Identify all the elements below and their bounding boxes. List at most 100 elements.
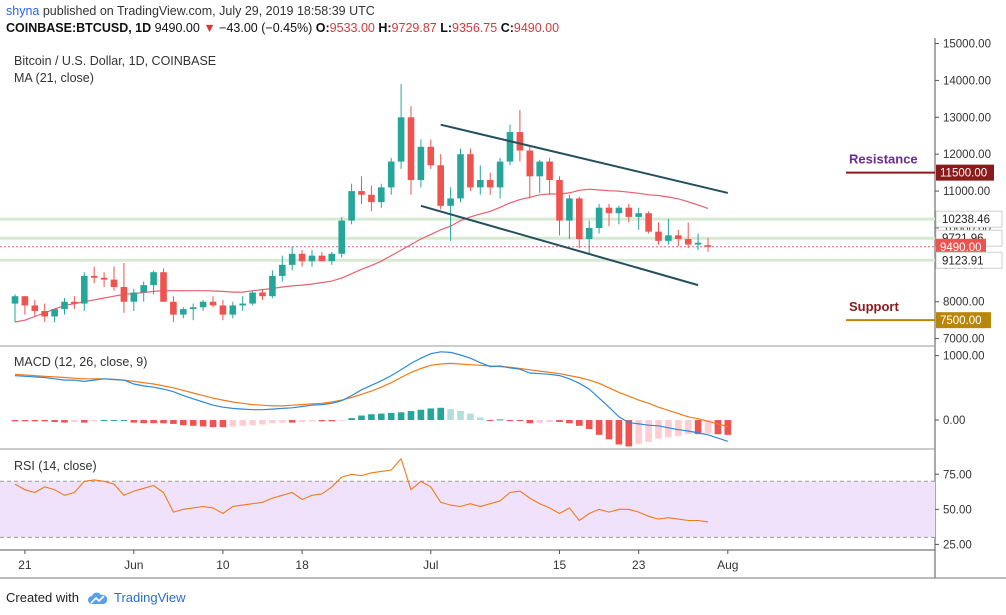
- candle-body: [516, 132, 524, 151]
- macd-histogram-bar: [110, 420, 118, 422]
- high-label: H:: [378, 21, 392, 35]
- macd-histogram-bar: [358, 415, 365, 421]
- candle-body: [645, 213, 652, 232]
- candle-body: [21, 296, 29, 306]
- macd-histogram-bar: [100, 420, 108, 422]
- candle-body: [288, 253, 296, 265]
- macd-histogram-bar: [576, 420, 583, 426]
- level-label-box: [935, 251, 1003, 269]
- macd-histogram-bar: [61, 420, 68, 423]
- macd-histogram-bar: [397, 412, 405, 421]
- tradingview-brand[interactable]: TradingView: [114, 590, 186, 605]
- macd-histogram-bar: [209, 420, 217, 428]
- macd-histogram-bar: [704, 420, 712, 434]
- macd-histogram-bar: [259, 420, 266, 425]
- y-tick-label: 12000.00: [943, 149, 991, 161]
- support-price-box: [936, 312, 991, 329]
- resistance-price-label: 11500.00: [940, 168, 987, 180]
- close-label: C:: [500, 21, 514, 35]
- macd-histogram-bar: [714, 420, 722, 435]
- rsi-y-tick-label: 25.00: [943, 539, 972, 551]
- candle-body: [51, 309, 58, 317]
- macd-histogram-bar: [71, 420, 78, 422]
- chart-canvas[interactable]: 7000.008000.009000.0010000.0011000.00120…: [0, 0, 1006, 588]
- price-change: −43.00 (−0.45%): [219, 21, 313, 35]
- candle-body: [655, 231, 662, 241]
- low-label: L:: [440, 21, 453, 35]
- rsi-y-tick-label: 50.00: [943, 504, 972, 516]
- x-tick-label: 23: [632, 558, 646, 572]
- candle-body: [417, 146, 425, 181]
- candle-body: [279, 264, 286, 276]
- candle-body: [100, 277, 108, 280]
- candle-body: [368, 194, 375, 203]
- candle-body: [31, 305, 39, 311]
- candle-body: [180, 309, 187, 315]
- close-value: 9490.00: [513, 21, 560, 35]
- macd-histogram-bar: [279, 420, 286, 423]
- candle-body: [348, 191, 355, 221]
- macd-histogram-bar: [447, 409, 454, 421]
- last-price-label: 9490.00: [940, 242, 982, 254]
- x-tick-label: Jul: [423, 558, 438, 572]
- macd-histogram-bar: [387, 412, 395, 421]
- trend-channel-line: [420, 204, 699, 287]
- footer: Created with TradingView: [6, 590, 186, 606]
- macd-histogram-bar: [417, 409, 425, 421]
- macd-title: MACD (12, 26, close, 9): [14, 355, 147, 369]
- macd-histogram-bar: [288, 420, 296, 423]
- candle-body: [298, 253, 306, 262]
- macd-line: [14, 351, 728, 442]
- macd-histogram-bar: [526, 420, 534, 424]
- candle-body: [209, 301, 217, 306]
- candle-body: [71, 301, 78, 304]
- y-tick-label: 7000.00: [943, 334, 985, 346]
- macd-histogram-bar: [219, 420, 227, 428]
- macd-histogram-bar: [655, 420, 662, 439]
- candle-body: [427, 146, 435, 166]
- macd-histogram-bar: [437, 407, 444, 421]
- candle-body: [358, 191, 365, 195]
- last-price-box: [936, 238, 986, 255]
- macd-histogram-bar: [477, 417, 484, 421]
- publish-line: shyna published on TradingView.com, July…: [6, 4, 375, 18]
- macd-histogram-bar: [427, 408, 435, 421]
- macd-histogram-bar: [595, 420, 603, 435]
- macd-histogram-bar: [249, 420, 256, 426]
- resistance-annotation: Resistance: [849, 152, 918, 167]
- macd-histogram-bar: [615, 420, 623, 445]
- macd-histogram-bar: [199, 420, 207, 427]
- support-price-label: 7500.00: [940, 315, 982, 327]
- macd-histogram-bar: [11, 420, 19, 422]
- macd-histogram-bar: [328, 420, 336, 422]
- main-chart-title: Bitcoin / U.S. Dollar, 1D, COINBASE: [14, 54, 216, 68]
- macd-histogram-bar: [150, 420, 157, 424]
- macd-histogram-bar: [21, 420, 29, 422]
- candle-body: [566, 198, 573, 221]
- ma-21-line: [14, 188, 709, 323]
- x-tick-label: 18: [295, 558, 309, 572]
- candle-body: [259, 292, 266, 297]
- candle-body: [556, 180, 563, 221]
- candle-body: [81, 275, 88, 304]
- candle-body: [615, 207, 623, 214]
- candle-body: [397, 117, 405, 162]
- created-with-text: Created with: [6, 590, 79, 605]
- candle-body: [477, 180, 484, 188]
- candle-body: [694, 242, 702, 245]
- x-tick-label: 21: [18, 558, 32, 572]
- y-tick-label: 13000.00: [943, 112, 991, 124]
- publisher-username[interactable]: shyna: [6, 4, 40, 18]
- candle-body: [546, 161, 553, 181]
- candle-body: [219, 305, 227, 315]
- candle-body: [199, 301, 207, 308]
- macd-histogram-bar: [378, 413, 385, 421]
- macd-histogram-bar: [724, 420, 732, 435]
- candle-body: [595, 207, 603, 228]
- resistance-price-box: [936, 164, 994, 181]
- candle-body: [496, 161, 504, 188]
- symbol-name[interactable]: COINBASE:BTCUSD, 1D: [6, 21, 152, 35]
- macd-histogram-bar: [675, 420, 682, 437]
- rsi-line: [14, 457, 709, 523]
- trend-channel-line: [440, 123, 729, 194]
